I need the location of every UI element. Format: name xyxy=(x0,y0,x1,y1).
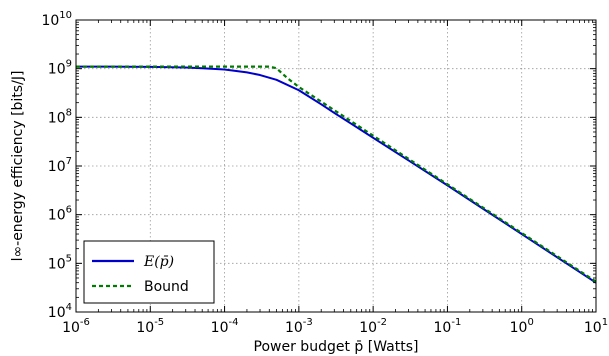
x-tick-label: 10-6 xyxy=(62,317,90,336)
series-line-bound xyxy=(76,65,596,283)
x-tick-label: 10-3 xyxy=(285,317,313,336)
x-tick-label: 10-5 xyxy=(136,317,164,336)
y-tick-label: 106 xyxy=(48,205,72,224)
legend-label-bound: Bound xyxy=(144,279,189,295)
grid xyxy=(76,20,596,312)
x-axis-label: Power budget p̄ [Watts] xyxy=(254,339,419,355)
y-tick-label: 104 xyxy=(48,302,72,321)
x-tick-label: 100 xyxy=(510,317,534,336)
y-axis-label: l∞-energy efficiency [bits/J] xyxy=(10,71,26,262)
series-layer xyxy=(76,65,596,284)
legend: E(p̄) Bound xyxy=(83,240,215,304)
x-tick-label: 10-2 xyxy=(359,317,387,336)
legend-box xyxy=(83,240,215,304)
y-tick-label: 108 xyxy=(48,107,72,126)
tick-labels: 10-6 10-5 10-4 10-3 10-2 10-1 100 101 104 105 106 1… xyxy=(41,10,608,336)
y-tick-label: 1010 xyxy=(41,10,72,29)
y-tick-label: 107 xyxy=(48,156,72,175)
x-tick-label: 10-4 xyxy=(211,317,239,336)
x-tick-label: 10-1 xyxy=(434,317,462,336)
y-tick-label: 105 xyxy=(48,253,72,272)
y-tick-label: 109 xyxy=(48,59,72,78)
x-tick-label: 101 xyxy=(584,317,608,336)
ticks xyxy=(75,19,597,313)
legend-label-e: E(p̄) xyxy=(143,254,174,270)
